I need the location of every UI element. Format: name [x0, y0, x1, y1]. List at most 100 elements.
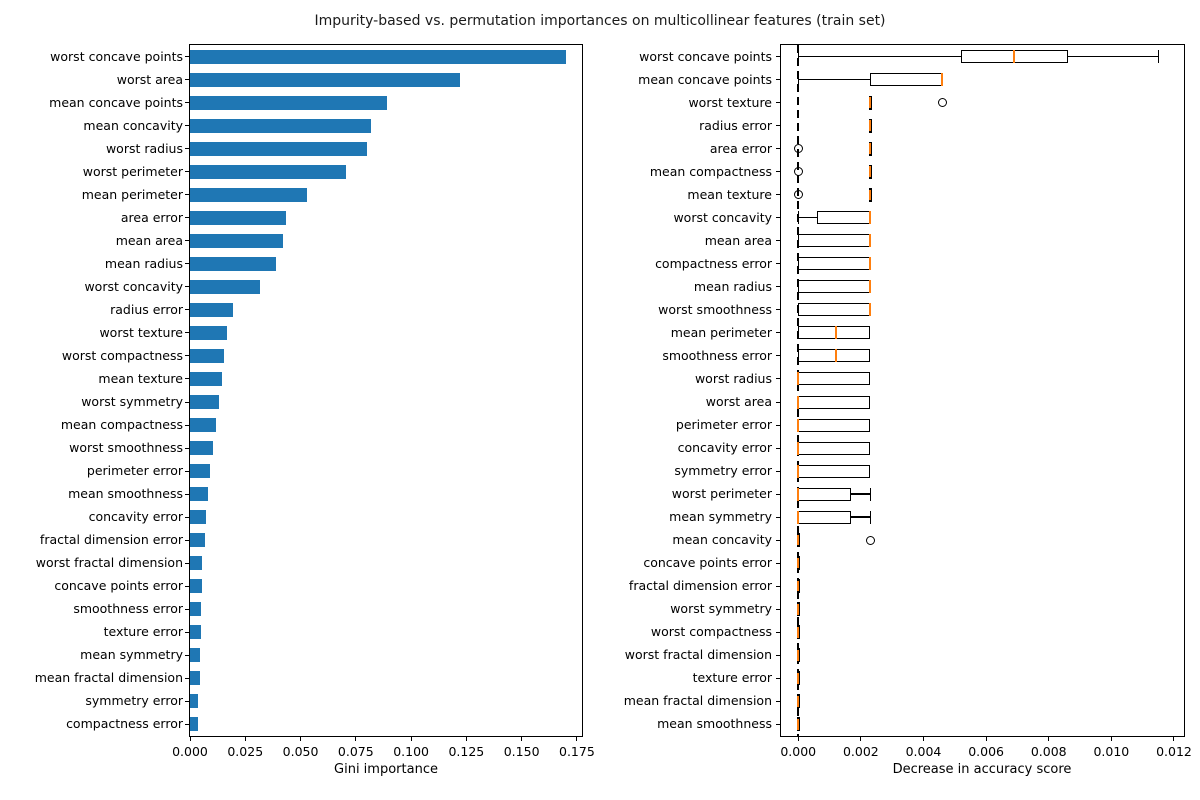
y-tick-label: worst compactness — [650, 624, 772, 640]
y-tick-label: area error — [709, 140, 772, 156]
y-tick-mark — [185, 631, 189, 633]
importance-bar — [190, 556, 203, 571]
y-tick-mark — [185, 447, 189, 449]
y-tick-label: worst concavity — [673, 209, 772, 225]
whisker-cap — [869, 487, 871, 501]
x-tick-label: 0.125 — [448, 744, 485, 759]
y-tick-mark — [776, 240, 780, 242]
whisker-line — [851, 516, 871, 518]
y-tick-label: compactness error — [655, 255, 772, 271]
median-line — [869, 166, 872, 177]
y-tick-label: concavity error — [677, 440, 772, 456]
whisker-cap — [797, 73, 799, 87]
y-tick-mark — [185, 355, 189, 357]
y-tick-mark — [776, 79, 780, 81]
box — [798, 487, 852, 501]
y-tick-mark — [776, 516, 780, 518]
x-tick-mark — [410, 737, 412, 741]
y-tick-mark — [185, 332, 189, 334]
median-line — [797, 535, 800, 546]
y-tick-mark — [185, 194, 189, 196]
y-tick-mark — [185, 493, 189, 495]
y-tick-mark — [776, 309, 780, 311]
y-tick-label: mean concavity — [83, 117, 183, 133]
y-tick-mark — [185, 401, 189, 403]
median-line — [797, 696, 800, 707]
y-tick-mark — [776, 447, 780, 449]
importance-bar — [190, 164, 346, 179]
box — [798, 280, 871, 294]
median-line — [869, 97, 872, 108]
y-tick-mark — [185, 608, 189, 610]
median-line — [797, 510, 800, 524]
y-tick-mark — [185, 700, 189, 702]
x-tick-mark — [300, 737, 302, 741]
x-tick-mark — [860, 737, 862, 741]
median-line — [869, 257, 872, 271]
y-tick-label: symmetry error — [85, 693, 183, 709]
y-tick-mark — [185, 677, 189, 679]
y-tick-mark — [776, 148, 780, 150]
y-tick-label: fractal dimension error — [628, 578, 772, 594]
median-line — [797, 395, 800, 409]
y-tick-mark — [776, 125, 780, 127]
importance-bar — [190, 487, 208, 502]
y-tick-mark — [776, 355, 780, 357]
y-tick-label: texture error — [103, 624, 183, 640]
x-tick-label: 0.050 — [282, 744, 319, 759]
y-tick-label: concavity error — [88, 509, 183, 525]
y-tick-mark — [776, 539, 780, 541]
importance-bar — [190, 187, 307, 202]
y-tick-mark — [185, 585, 189, 587]
y-tick-label: worst concavity — [84, 278, 183, 294]
y-tick-mark — [776, 217, 780, 219]
box — [798, 257, 871, 271]
y-tick-label: worst texture — [99, 324, 183, 340]
median-line — [797, 650, 800, 661]
median-line — [797, 372, 800, 386]
y-tick-label: mean area — [115, 232, 183, 248]
x-tick-label: 0.100 — [393, 744, 429, 759]
importance-bar — [190, 671, 200, 686]
importance-bar — [190, 464, 210, 479]
importance-bar — [190, 302, 233, 317]
importance-bar — [190, 441, 213, 456]
y-tick-mark — [776, 631, 780, 633]
importance-bar — [190, 49, 566, 64]
y-tick-label: smoothness error — [662, 347, 772, 363]
whisker-cap — [797, 211, 799, 225]
y-tick-label: worst radius — [105, 140, 183, 156]
y-tick-label: mean radius — [104, 255, 183, 271]
y-tick-label: fractal dimension error — [39, 532, 183, 548]
median-line — [869, 280, 872, 294]
y-tick-label: worst perimeter — [82, 163, 183, 179]
y-tick-mark — [776, 677, 780, 679]
y-tick-label: mean perimeter — [81, 186, 183, 202]
y-tick-mark — [776, 585, 780, 587]
x-tick-mark — [922, 737, 924, 741]
x-tick-mark — [521, 737, 523, 741]
y-tick-label: worst symmetry — [670, 601, 772, 617]
importance-bar — [190, 118, 372, 133]
x-tick-mark — [465, 737, 467, 741]
importance-bar — [190, 418, 216, 433]
y-tick-label: mean radius — [693, 278, 772, 294]
median-line — [797, 604, 800, 615]
whisker-line — [798, 78, 871, 81]
outlier-circle — [793, 167, 803, 177]
y-tick-label: mean concave points — [49, 94, 183, 110]
importance-bar — [190, 694, 199, 709]
y-tick-mark — [776, 286, 780, 288]
x-tick-mark — [1110, 737, 1112, 741]
y-tick-mark — [185, 309, 189, 311]
y-tick-label: perimeter error — [86, 463, 183, 479]
x-tick-label: 0.000 — [780, 744, 817, 759]
median-line — [797, 673, 800, 684]
x-tick-label: 0.008 — [1030, 744, 1067, 759]
gini-x-axis-label: Gini importance — [334, 762, 438, 777]
importance-bar — [190, 602, 202, 617]
importance-bar — [190, 533, 205, 548]
y-tick-mark — [776, 608, 780, 610]
box — [798, 395, 871, 409]
